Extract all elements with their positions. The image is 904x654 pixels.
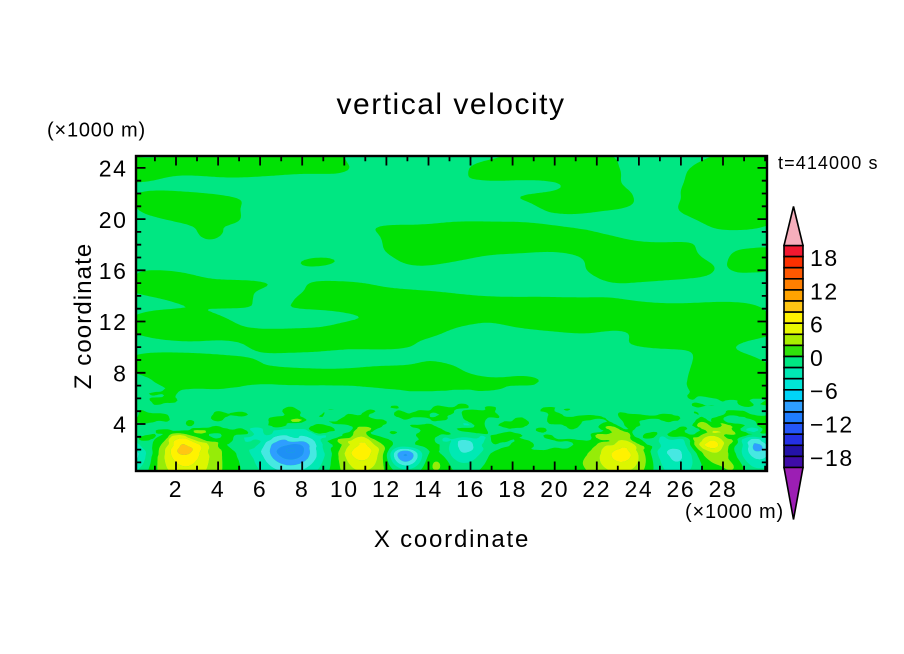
svg-text:0: 0	[810, 345, 824, 371]
svg-text:8: 8	[113, 361, 127, 387]
svg-text:16: 16	[456, 476, 485, 502]
svg-text:4: 4	[113, 412, 127, 438]
svg-text:18: 18	[498, 476, 527, 502]
svg-text:10: 10	[330, 476, 359, 502]
svg-text:24: 24	[625, 476, 654, 502]
svg-text:14: 14	[414, 476, 443, 502]
svg-text:24: 24	[99, 156, 128, 182]
svg-text:28: 28	[709, 476, 738, 502]
svg-text:20: 20	[99, 207, 128, 233]
svg-text:18: 18	[810, 245, 839, 271]
svg-text:6: 6	[810, 312, 824, 338]
svg-text:vertical velocity: vertical velocity	[337, 88, 566, 121]
svg-text:12: 12	[372, 476, 401, 502]
svg-text:26: 26	[667, 476, 696, 502]
svg-text:22: 22	[582, 476, 611, 502]
svg-text:12: 12	[810, 278, 839, 304]
svg-text:2: 2	[169, 476, 183, 502]
svg-text:Z coordinate: Z coordinate	[70, 243, 97, 390]
svg-text:(×1000 m): (×1000 m)	[47, 120, 146, 142]
svg-text:16: 16	[99, 258, 128, 284]
svg-text:−12: −12	[810, 412, 854, 438]
svg-text:t=414000 s: t=414000 s	[778, 153, 879, 173]
svg-text:(×1000 m): (×1000 m)	[685, 501, 784, 523]
svg-text:X coordinate: X coordinate	[374, 526, 530, 553]
svg-text:−18: −18	[810, 445, 854, 471]
svg-text:8: 8	[295, 476, 309, 502]
svg-text:−6: −6	[810, 378, 839, 404]
svg-text:20: 20	[540, 476, 569, 502]
svg-text:4: 4	[211, 476, 225, 502]
svg-text:12: 12	[99, 309, 128, 335]
svg-text:6: 6	[253, 476, 267, 502]
